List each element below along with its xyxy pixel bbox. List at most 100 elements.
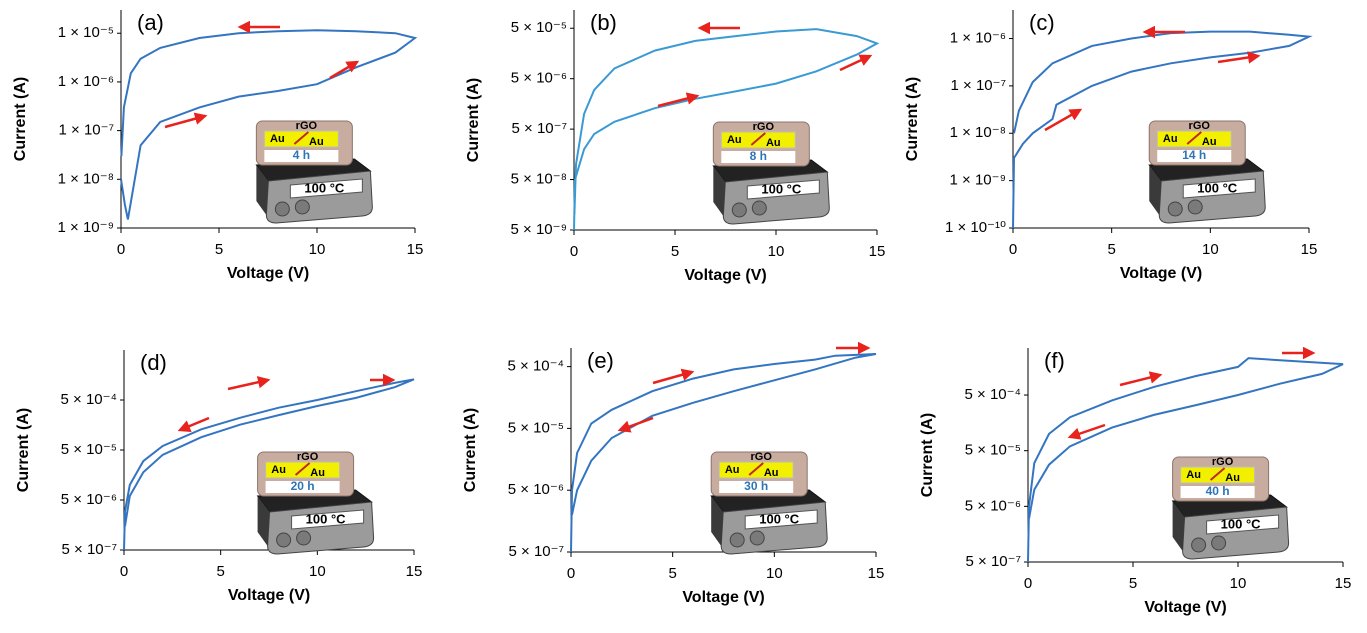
- x-tick-label: 10: [1230, 575, 1247, 592]
- x-tick-label: 15: [1301, 241, 1318, 258]
- y-tick-label: 1 × 10⁻⁶: [58, 73, 114, 90]
- material-label: rGO: [1189, 120, 1211, 132]
- x-tick-label: 10: [768, 243, 785, 260]
- y-tick-label: 5 × 10⁻⁷: [509, 543, 564, 560]
- electrode-label: Au: [310, 467, 325, 479]
- x-axis-title: Voltage (V): [1120, 265, 1202, 282]
- x-tick-label: 15: [406, 563, 423, 580]
- y-tick-label: 1 × 10⁻⁸: [950, 124, 1006, 141]
- knob: [730, 533, 744, 547]
- electrode-label: Au: [270, 133, 285, 145]
- x-axis-title: Voltage (V): [228, 587, 310, 604]
- x-tick-label: 0: [120, 563, 128, 580]
- knob: [295, 200, 309, 214]
- x-axis-title: Voltage (V): [684, 267, 766, 284]
- sweep-arrow: [620, 418, 653, 430]
- electrode-label: Au: [766, 137, 781, 149]
- knob: [275, 202, 289, 216]
- hotplate-inset: 100 °CAuAurGO14 h: [1149, 120, 1265, 223]
- electrode-label: Au: [725, 464, 740, 476]
- x-tick-label: 10: [766, 565, 783, 582]
- knob: [1168, 202, 1182, 216]
- y-tick-label: 5 × 10⁻⁵: [511, 19, 567, 36]
- time-label: 20 h: [291, 479, 315, 493]
- y-axis-title: Current (A): [904, 77, 921, 161]
- x-axis-title: Voltage (V): [227, 265, 309, 282]
- electrode-label: Au: [271, 464, 286, 476]
- panel-label: (e): [587, 348, 614, 373]
- y-tick-label: 5 × 10⁻⁴: [965, 386, 1021, 403]
- x-tick-label: 10: [309, 241, 326, 258]
- material-label: rGO: [753, 121, 775, 133]
- material-label: rGO: [297, 451, 319, 463]
- electrode-label: Au: [1163, 133, 1178, 145]
- panel-label: (a): [137, 10, 164, 35]
- y-axis-title: Current (A): [465, 78, 482, 162]
- knob: [1212, 536, 1226, 550]
- x-tick-label: 0: [567, 565, 575, 582]
- panel-label: (d): [140, 350, 167, 375]
- y-tick-label: 1 × 10⁻⁷: [59, 122, 114, 139]
- time-label: 30 h: [744, 479, 768, 493]
- y-axis-title: Current (A): [462, 408, 479, 492]
- x-tick-label: 15: [869, 243, 886, 260]
- panel-label: (c): [1029, 10, 1055, 35]
- y-tick-label: 1 × 10⁻⁶: [950, 29, 1006, 46]
- temperature-label: 100 °C: [1197, 180, 1238, 195]
- y-tick-label: 5 × 10⁻⁷: [966, 553, 1021, 570]
- material-label: rGO: [296, 120, 318, 132]
- y-tick-label: 5 × 10⁻⁶: [61, 491, 117, 508]
- x-axis-title: Voltage (V): [682, 589, 764, 606]
- sweep-arrow: [658, 96, 697, 106]
- electrode-label: Au: [727, 134, 742, 146]
- material-label: rGO: [1212, 456, 1234, 468]
- electrode-label: Au: [309, 136, 324, 148]
- figure: 1 × 10⁻⁹1 × 10⁻⁸1 × 10⁻⁷1 × 10⁻⁶1 × 10⁻⁵…: [0, 0, 1367, 633]
- time-label: 40 h: [1206, 484, 1230, 498]
- knob: [750, 531, 764, 545]
- time-label: 8 h: [750, 149, 767, 163]
- temperature-label: 100 °C: [1221, 516, 1262, 531]
- sweep-arrow: [330, 62, 357, 78]
- x-tick-label: 10: [309, 563, 326, 580]
- knob: [732, 203, 746, 217]
- electrode-label: Au: [1225, 472, 1240, 484]
- y-tick-label: 1 × 10⁻⁹: [58, 219, 114, 236]
- electrode-label: Au: [1186, 469, 1201, 481]
- x-tick-label: 15: [407, 241, 424, 258]
- temperature-label: 100 °C: [761, 181, 802, 196]
- knob: [297, 531, 311, 545]
- panel-label: (b): [590, 10, 617, 35]
- x-tick-label: 5: [671, 243, 679, 260]
- x-tick-label: 5: [215, 241, 223, 258]
- y-tick-label: 5 × 10⁻⁴: [508, 358, 564, 375]
- temperature-label: 100 °C: [759, 511, 800, 526]
- y-axis-title: Current (A): [15, 408, 32, 492]
- material-label: rGO: [750, 451, 772, 463]
- x-tick-label: 0: [1009, 241, 1017, 258]
- x-tick-label: 10: [1202, 241, 1219, 258]
- time-label: 14 h: [1182, 148, 1206, 162]
- sweep-arrow: [228, 380, 268, 389]
- y-tick-label: 5 × 10⁻⁸: [511, 171, 567, 188]
- y-tick-label: 1 × 10⁻⁷: [951, 77, 1006, 94]
- x-tick-label: 0: [1024, 575, 1032, 592]
- y-tick-label: 1 × 10⁻⁸: [58, 170, 114, 187]
- x-tick-label: 5: [668, 565, 676, 582]
- knob: [277, 533, 291, 547]
- time-label: 4 h: [293, 148, 310, 162]
- electrode-label: Au: [764, 467, 779, 479]
- sweep-arrow: [1070, 425, 1105, 437]
- electrode-label: Au: [1202, 136, 1217, 148]
- x-tick-label: 5: [216, 563, 224, 580]
- x-tick-label: 0: [570, 243, 578, 260]
- knob: [1188, 200, 1202, 214]
- knob: [752, 201, 766, 215]
- temperature-label: 100 °C: [306, 511, 347, 526]
- panel-label: (f): [1044, 348, 1065, 373]
- knob: [1192, 538, 1206, 552]
- y-tick-label: 5 × 10⁻⁵: [508, 419, 564, 436]
